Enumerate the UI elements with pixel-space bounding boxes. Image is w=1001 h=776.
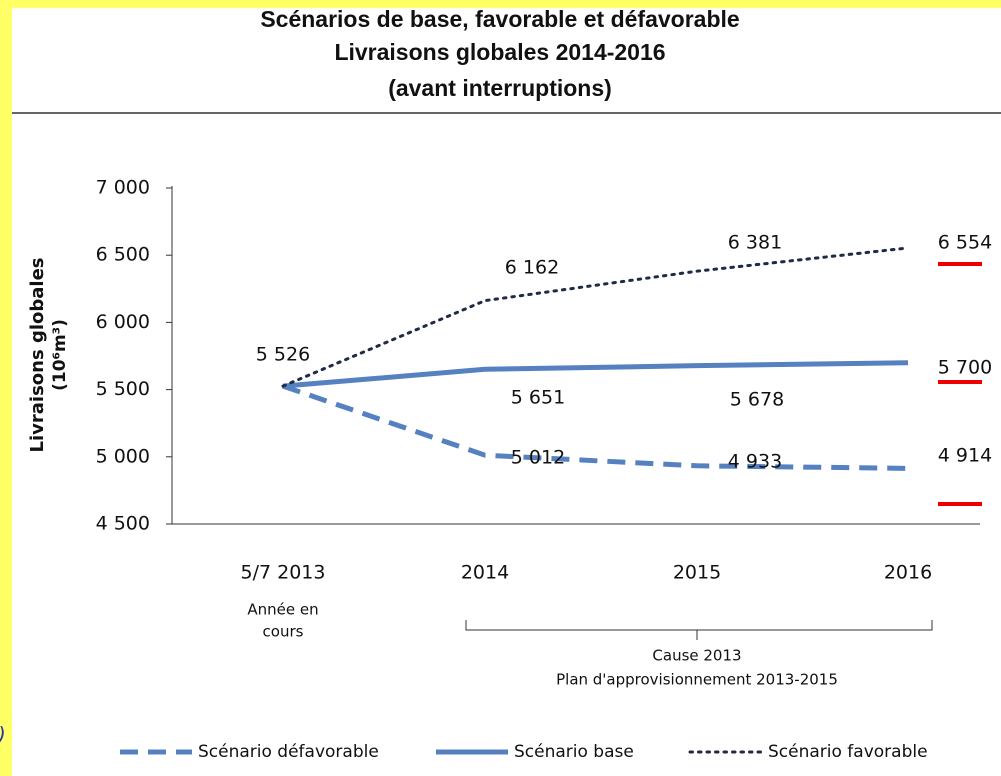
y-tick-label: 6 500 <box>96 244 150 266</box>
y-tick-label: 6 000 <box>96 311 150 333</box>
title: Livraisons globales 2014-2016 <box>334 39 665 65</box>
y-tick-label: 5 500 <box>96 378 150 400</box>
data-label: 4 933 <box>728 451 782 473</box>
legend-label: Scénario favorable <box>768 742 928 762</box>
data-label: 4 914 <box>938 445 992 467</box>
annotation: Année en <box>247 601 318 619</box>
annotation: cours <box>263 623 304 641</box>
frame-left <box>0 0 12 776</box>
y-tick-label: 5 000 <box>96 445 150 467</box>
y-label: (10⁶m³) <box>50 319 70 391</box>
title: (avant interruptions) <box>388 75 612 101</box>
series-line <box>282 383 909 471</box>
bracket <box>465 620 933 640</box>
series-line <box>282 360 909 389</box>
x-tick-label: 2015 <box>673 562 721 584</box>
annotation: Cause 2013 <box>652 647 741 665</box>
data-label: 6 162 <box>505 257 559 279</box>
data-label: 6 381 <box>728 232 782 254</box>
data-label: 5 012 <box>511 447 565 469</box>
title: Scénarios de base, favorable et défavora… <box>260 6 739 32</box>
data-label: 5 651 <box>511 387 565 409</box>
y-tick-label: 4 500 <box>96 513 150 535</box>
annotation: ) <box>0 723 6 747</box>
series-line <box>281 246 910 388</box>
x-tick-label: 2016 <box>884 562 932 584</box>
frame-top <box>0 0 1001 8</box>
x-tick-label: 2014 <box>461 562 509 584</box>
data-label: 6 554 <box>938 232 992 254</box>
y-tick-label: 7 000 <box>96 177 150 199</box>
annotation: Plan d'approvisionnement 2013-2015 <box>556 671 838 689</box>
legend-label: Scénario base <box>514 742 634 762</box>
data-label: 5 700 <box>938 357 992 379</box>
data-label: 5 526 <box>256 344 310 366</box>
legend-label: Scénario défavorable <box>198 742 379 762</box>
data-label: 5 678 <box>730 389 784 411</box>
x-tick-label: 5/7 2013 <box>241 562 326 584</box>
y-label: Livraisons globales <box>27 258 48 453</box>
